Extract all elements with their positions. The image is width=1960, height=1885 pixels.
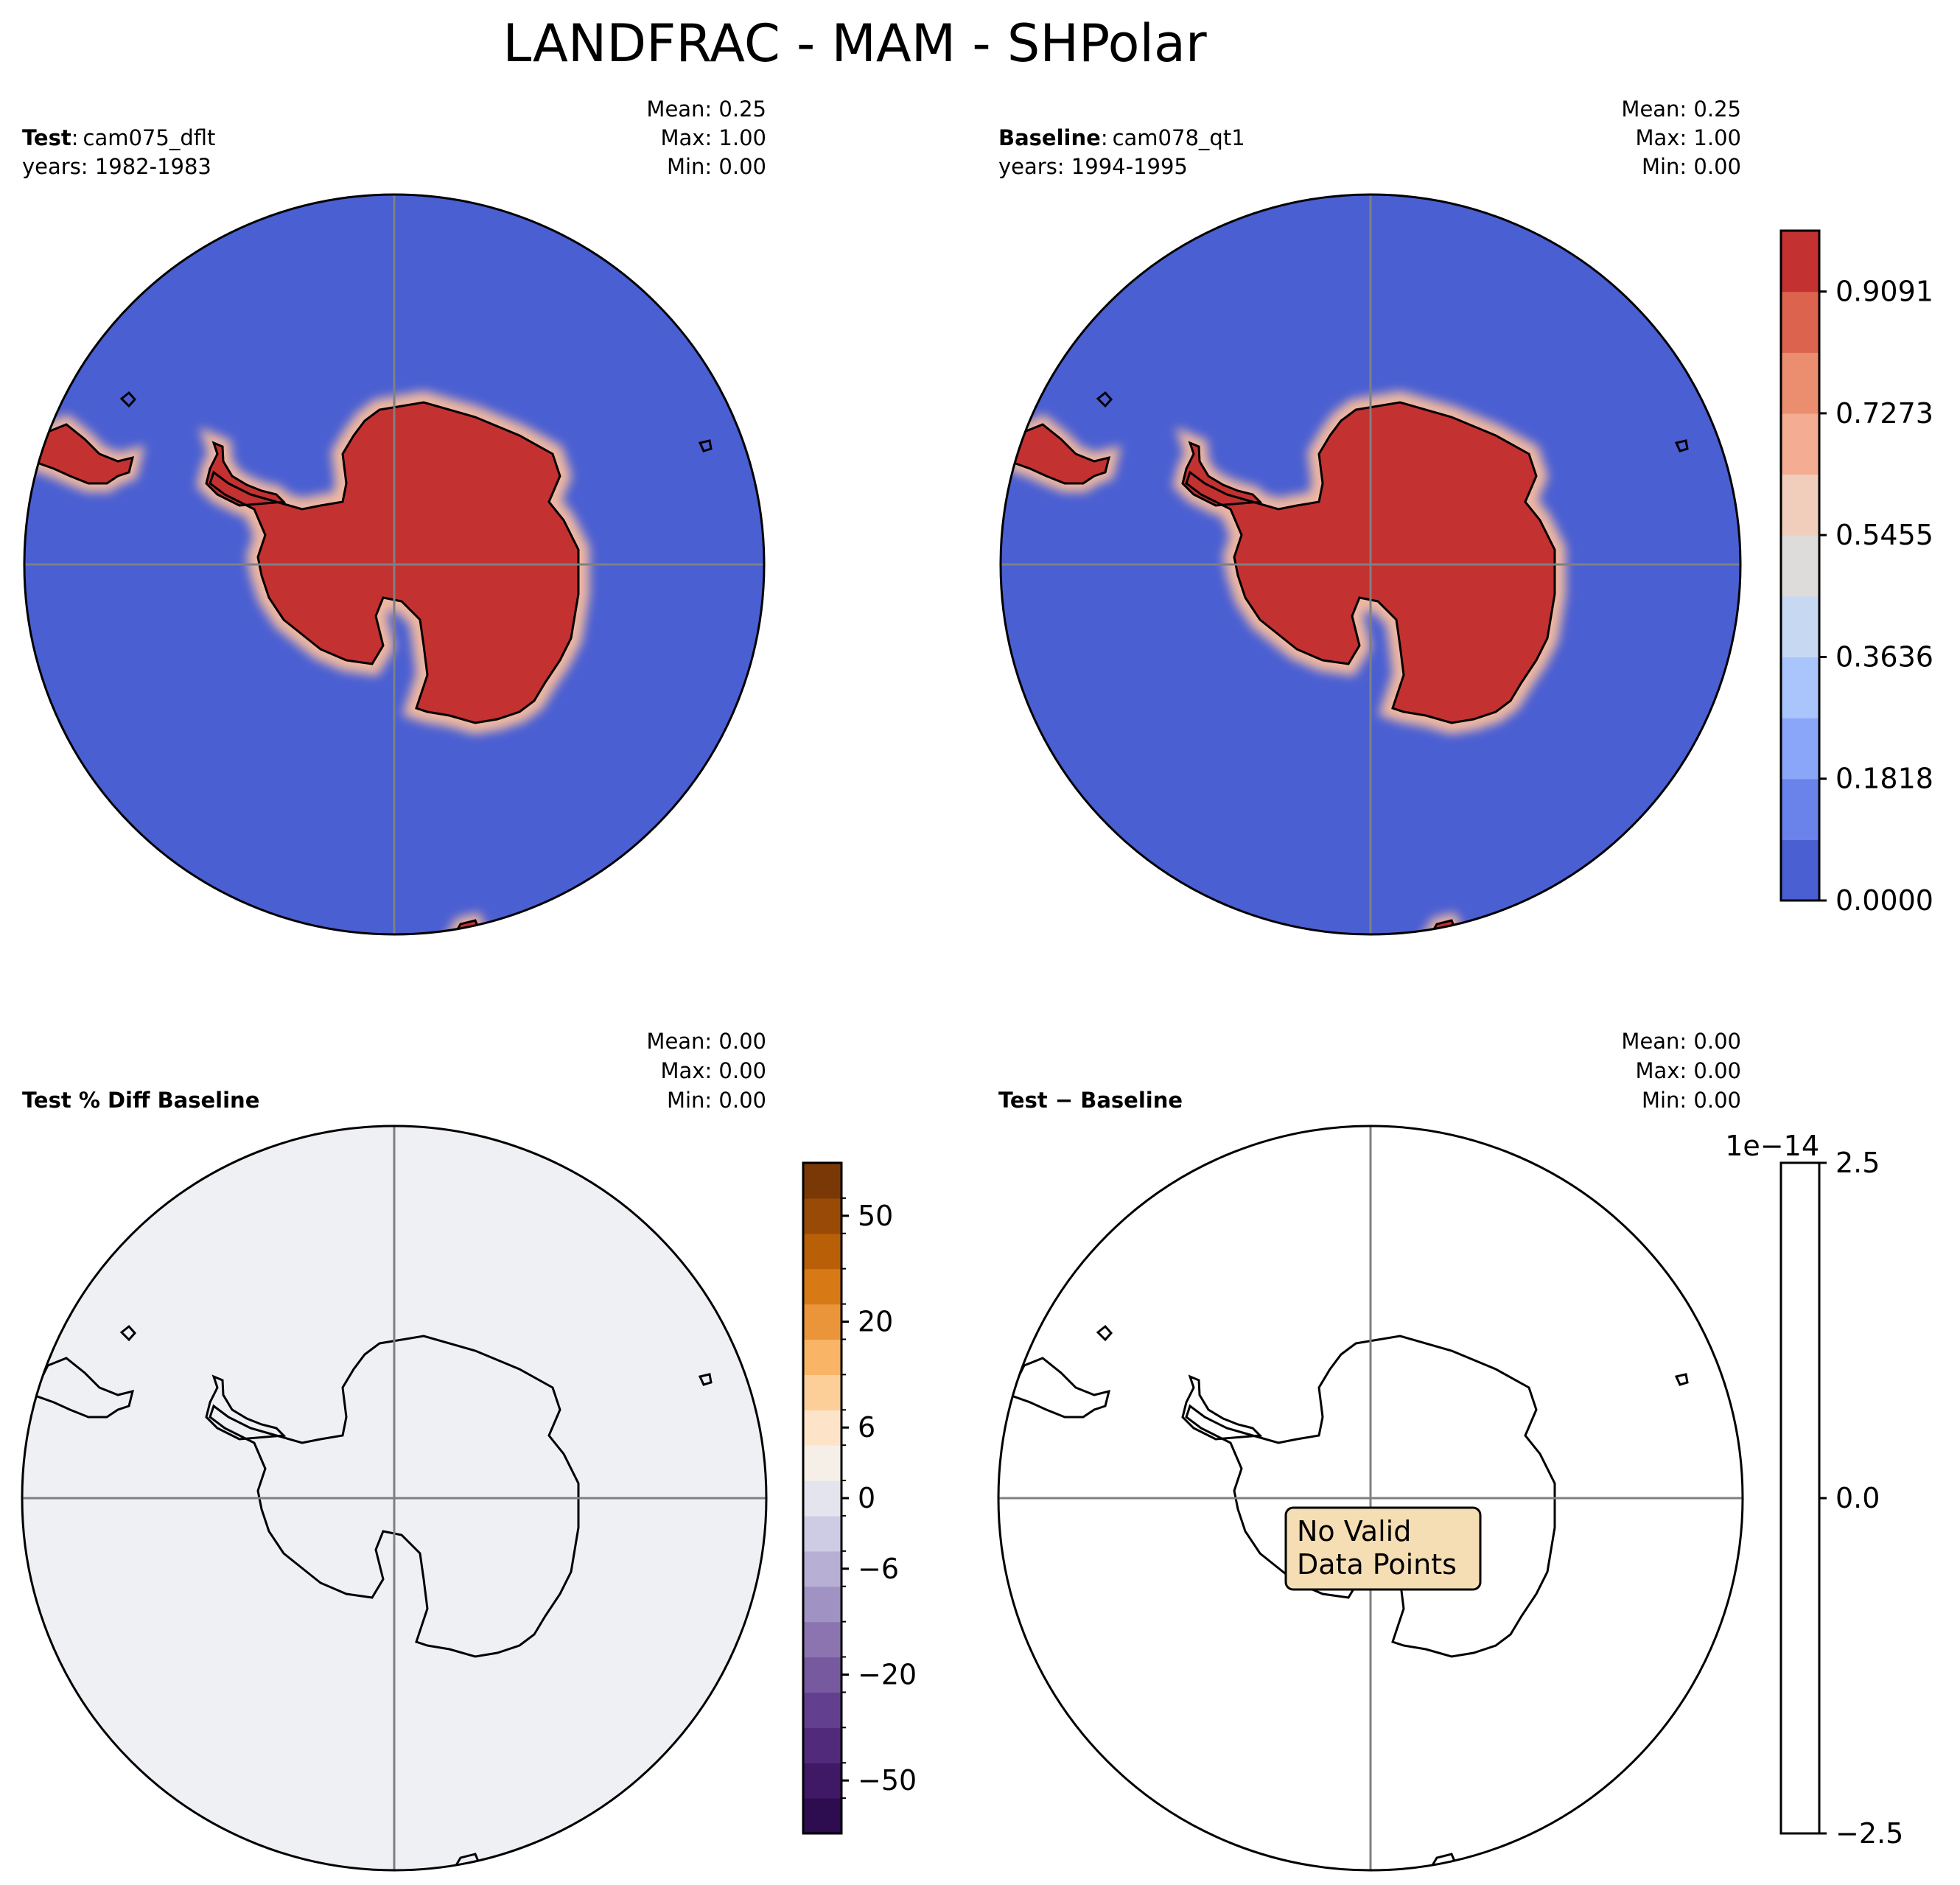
colorbar-pctdiff-bin: [803, 1586, 841, 1623]
panel-test-map: [24, 195, 764, 934]
colorbar-pctdiff-tick-label: −20: [858, 1658, 917, 1690]
figure-title: LANDFRAC - MAM - SHPolar: [503, 13, 1207, 74]
panel-diff-max: Max: 0.00: [1635, 1058, 1741, 1083]
colorbar-pctdiff-bin: [803, 1621, 841, 1658]
colorbar-pctdiff-bin: [803, 1692, 841, 1728]
colorbar-main-tick-label: 0.9091: [1835, 276, 1933, 308]
panel-pctdiff-mean: Mean: 0.00: [646, 1029, 766, 1054]
no-data-line2: Data Points: [1297, 1548, 1457, 1581]
panel-test-label: Test: cam075_dflt: [22, 125, 215, 150]
panel-pctdiff-min: Min: 0.00: [667, 1088, 766, 1113]
colorbar-main-bin: [1781, 778, 1819, 840]
panel-test: Test: cam075_dflt years: 1982-1983 Mean: …: [22, 97, 766, 936]
panel-baseline-label-sep: :: [1101, 125, 1108, 150]
colorbar-pctdiff-tick-label: 0: [858, 1482, 875, 1514]
panel-pctdiff-max: Max: 0.00: [660, 1058, 766, 1083]
panel-baseline-max: Max: 1.00: [1635, 125, 1741, 150]
panel-baseline-mean: Mean: 0.25: [1621, 97, 1741, 122]
panel-diff-boundary: [997, 1125, 1744, 1872]
colorbar-pctdiff-bin: [803, 1339, 841, 1375]
colorbar-pctdiff-bin: [803, 1410, 841, 1446]
panel-baseline-label-rest: cam078_qt1: [1113, 125, 1245, 150]
colorbar-main-tick-label: 0.0000: [1835, 884, 1933, 917]
colorbar-pctdiff-bin: [803, 1197, 841, 1234]
colorbar-main-bin: [1781, 535, 1819, 597]
panel-baseline: Baseline: cam078_qt1 years: 1994-1995 Mea…: [998, 97, 1742, 936]
panel-test-years: years: 1982-1983: [22, 154, 211, 179]
panel-baseline-years: years: 1994-1995: [998, 154, 1188, 179]
panel-diff-mean: Mean: 0.00: [1621, 1029, 1741, 1054]
colorbar-pctdiff-bin: [803, 1657, 841, 1693]
panel-test-label-bold: Test: [22, 125, 71, 150]
panel-baseline-label-bold: Baseline: [998, 125, 1101, 150]
panel-test-mean: Mean: 0.25: [646, 97, 766, 122]
panel-test-label-sep: :: [71, 125, 79, 150]
panel-pctdiff-boundary: [21, 1125, 768, 1872]
colorbar-pctdiff-bin: [803, 1304, 841, 1340]
panel-baseline-map: [1001, 195, 1740, 934]
colorbar-main-bin: [1781, 595, 1819, 658]
colorbar-main-bin: [1781, 231, 1819, 293]
colorbar-pctdiff-bin: [803, 1727, 841, 1763]
panel-baseline-min: Min: 0.00: [1642, 154, 1741, 179]
colorbar-main-tick-label: 0.7273: [1835, 397, 1933, 430]
panel-diff: Test − Baseline Mean: 0.00 Max: 0.00 Min…: [997, 1029, 1744, 1872]
panel-test-boundary: [23, 193, 766, 936]
colorbar-pctdiff-tick-label: 20: [858, 1306, 893, 1338]
colorbar-pctdiff-bin: [803, 1445, 841, 1481]
colorbar-main-bin: [1781, 413, 1819, 475]
panel-diff-map: [998, 1126, 1743, 1870]
colorbar-pctdiff-bin: [803, 1163, 841, 1199]
panel-pctdiff-label: Test % Diff Baseline: [22, 1088, 259, 1113]
colorbar-pctdiff-bin: [803, 1763, 841, 1799]
colorbar-pctdiff-bin: [803, 1233, 841, 1270]
colorbar-pctdiff-bin: [803, 1550, 841, 1587]
panel-diff-label: Test − Baseline: [998, 1088, 1183, 1113]
colorbar-main-bin: [1781, 474, 1819, 536]
panel-test-label-rest: cam075_dflt: [83, 125, 216, 150]
colorbar-pctdiff-tick-label: 50: [858, 1200, 893, 1232]
no-data-box: [1284, 1506, 1482, 1591]
panel-diff-min: Min: 0.00: [1642, 1088, 1741, 1113]
colorbar-main: 0.0000 0.1818 0.3636 0.5455 0.7273 0.9091: [1779, 229, 1933, 917]
panel-test-max: Max: 1.00: [660, 125, 766, 150]
colorbar-main-tick-label: 0.5455: [1835, 519, 1933, 551]
colorbar-pctdiff-bin: [803, 1480, 841, 1517]
colorbar-main-bin: [1781, 291, 1819, 353]
panel-baseline-label: Baseline: cam078_qt1: [998, 125, 1245, 150]
colorbar-main-bin: [1781, 718, 1819, 780]
colorbar-pctdiff-bin: [803, 1268, 841, 1305]
no-data-line1: No Valid: [1297, 1515, 1411, 1547]
colorbar-pctdiff: −50 −20 −6 0 6 20 50: [802, 1161, 917, 1835]
colorbar-main-bin: [1781, 657, 1819, 718]
colorbar-pctdiff-bin: [803, 1798, 841, 1834]
colorbar-pctdiff-bin: [803, 1515, 841, 1552]
colorbar-diff: −2.5 0.0 2.5 1e−14: [1725, 1130, 1903, 1850]
colorbar-pctdiff-tick-label: 6: [858, 1411, 875, 1444]
colorbar-diff-frame: [1779, 1161, 1821, 1835]
colorbar-pctdiff-tick-label: −50: [858, 1764, 917, 1797]
no-data-annotation: No Valid Data Points: [1284, 1506, 1482, 1591]
colorbar-main-tick-label: 0.3636: [1835, 640, 1933, 673]
panel-test-min: Min: 0.00: [667, 154, 766, 179]
colorbar-diff-offset-label: 1e−14: [1725, 1130, 1819, 1162]
colorbar-main-frame: [1779, 229, 1821, 902]
colorbar-diff-tick-label: 0.0: [1835, 1482, 1880, 1514]
colorbar-pctdiff-tick-label: −6: [858, 1553, 899, 1585]
panel-baseline-boundary: [999, 193, 1742, 936]
colorbar-diff-tick-label: −2.5: [1835, 1817, 1903, 1850]
colorbar-pctdiff-bin: [803, 1374, 841, 1410]
colorbar-main-bin: [1781, 839, 1819, 901]
colorbar-main-tick-label: 0.1818: [1835, 763, 1933, 795]
panel-pctdiff-map: [22, 1126, 766, 1870]
colorbar-main-bin: [1781, 352, 1819, 414]
colorbar-diff-tick-label: 2.5: [1835, 1147, 1880, 1179]
panel-pctdiff: Test % Diff Baseline Mean: 0.00 Max: 0.0…: [21, 1029, 768, 1872]
